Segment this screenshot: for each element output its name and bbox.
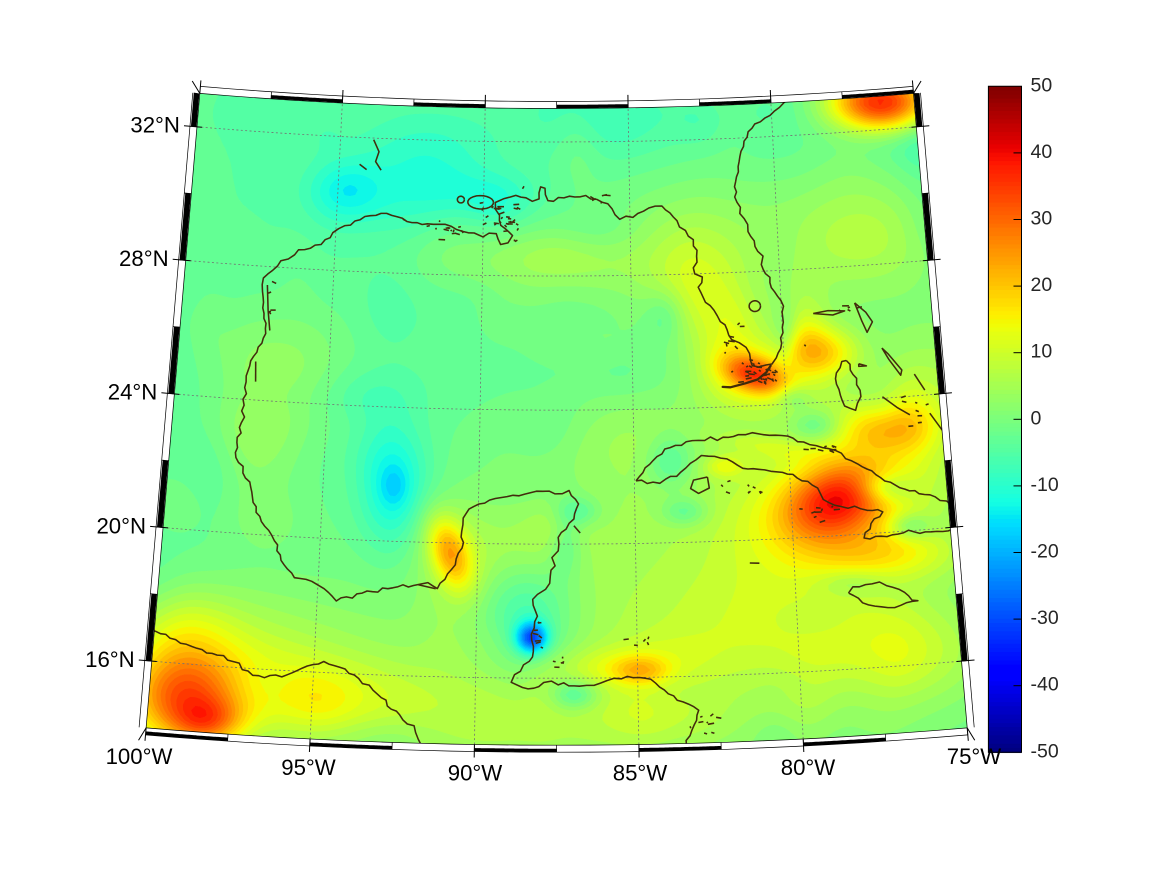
svg-text:-40: -40 [1031,674,1059,696]
svg-text:-50: -50 [1031,740,1059,762]
svg-text:28°N: 28°N [119,246,169,271]
svg-text:10: 10 [1031,341,1053,363]
svg-text:-30: -30 [1031,607,1059,629]
svg-text:20: 20 [1031,274,1053,296]
svg-text:85°W: 85°W [613,761,668,786]
svg-text:-10: -10 [1031,474,1059,496]
svg-text:50: 50 [1031,74,1053,96]
svg-text:20°N: 20°N [96,513,146,538]
svg-text:24°N: 24°N [108,380,158,405]
svg-text:80°W: 80°W [781,755,836,780]
svg-text:100°W: 100°W [106,744,173,769]
svg-text:75°W: 75°W [947,744,1002,769]
svg-text:90°W: 90°W [448,761,503,786]
svg-text:32°N: 32°N [130,113,180,138]
svg-text:30: 30 [1031,208,1053,230]
svg-text:16°N: 16°N [85,647,135,672]
svg-text:95°W: 95°W [281,755,336,780]
svg-text:40: 40 [1031,141,1053,163]
svg-text:-20: -20 [1031,541,1059,563]
svg-text:0: 0 [1031,407,1042,429]
